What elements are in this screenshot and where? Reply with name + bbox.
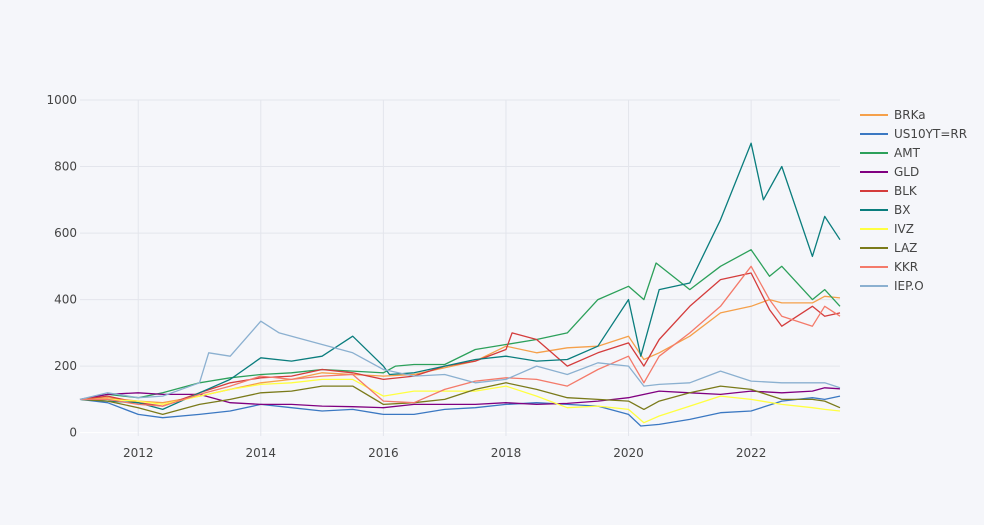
legend: BRKa US10YT=RR AMT GLD BLK BX IVZ LAZ KKR IEP.O xyxy=(860,108,967,293)
x-tick-label: 2022 xyxy=(736,446,767,460)
legend-label-bx[interactable]: BX xyxy=(894,203,910,217)
x-tick-label: 2020 xyxy=(613,446,644,460)
x-tick-label: 2012 xyxy=(123,446,154,460)
series-line-us10yt-rr xyxy=(79,395,841,427)
legend-label-ivz[interactable]: IVZ xyxy=(894,222,914,236)
series-line-bx xyxy=(79,142,841,411)
y-tick-label: 400 xyxy=(54,293,77,307)
y-tick-label: 200 xyxy=(54,359,77,373)
series-lines xyxy=(79,142,841,427)
legend-label-laz[interactable]: LAZ xyxy=(894,241,917,255)
legend-label-kkr[interactable]: KKR xyxy=(894,260,918,274)
x-tick-label: 2014 xyxy=(246,446,277,460)
y-axis-ticks: 0 200 400 600 800 1000 xyxy=(46,93,77,440)
x-tick-label: 2016 xyxy=(368,446,399,460)
y-tick-label: 600 xyxy=(54,226,77,240)
legend-label-amt[interactable]: AMT xyxy=(894,146,921,160)
x-tick-label: 2018 xyxy=(491,446,522,460)
series-line-laz xyxy=(79,382,841,416)
y-tick-label: 0 xyxy=(69,426,77,440)
y-tick-label: 800 xyxy=(54,160,77,174)
series-line-kkr xyxy=(80,265,841,407)
series-line-iep-o xyxy=(79,320,841,401)
series-line-blk xyxy=(79,272,841,407)
legend-label-brka[interactable]: BRKa xyxy=(894,108,926,122)
legend-label-gld[interactable]: GLD xyxy=(894,165,919,179)
series-line-amt xyxy=(79,249,841,401)
y-tick-label: 1000 xyxy=(46,93,77,107)
plot-area xyxy=(80,100,840,436)
x-axis-ticks: 2012 2014 2016 2018 2020 2022 xyxy=(123,446,766,460)
legend-label-iep-o[interactable]: IEP.O xyxy=(894,279,924,293)
series-line-gld xyxy=(79,387,841,409)
legend-label-us10yt-rr[interactable]: US10YT=RR xyxy=(894,127,967,141)
series-line-ivz xyxy=(80,378,841,424)
legend-label-blk[interactable]: BLK xyxy=(894,184,918,198)
